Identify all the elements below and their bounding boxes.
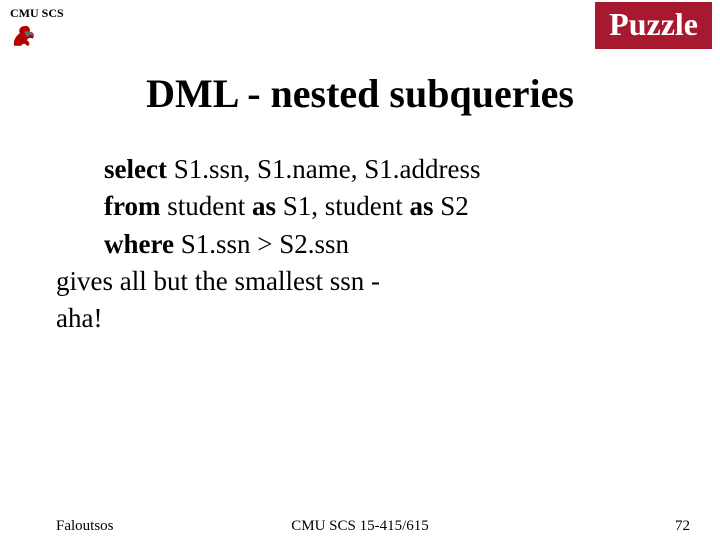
- select-columns: S1.ssn, S1.name, S1.address: [167, 154, 481, 184]
- org-label: CMU SCS: [10, 6, 64, 21]
- note-line-2: aha!: [56, 300, 680, 337]
- footer-author: Faloutsos: [56, 518, 114, 535]
- sql-select-line: select S1.ssn, S1.name, S1.address: [56, 151, 680, 188]
- where-condition: S1.ssn > S2.ssn: [174, 229, 349, 259]
- badge-text: Puzzle: [609, 6, 698, 42]
- slide-title: DML - nested subqueries: [0, 70, 720, 117]
- sql-where-line: where S1.ssn > S2.ssn: [56, 226, 680, 263]
- as-keyword-1: as: [252, 191, 276, 221]
- puzzle-badge: Puzzle: [595, 2, 712, 49]
- footer-page-number: 72: [675, 518, 690, 535]
- slide-header: CMU SCS Puzzle: [0, 0, 720, 52]
- from-part2: S1, student: [276, 191, 410, 221]
- as-keyword-2: as: [410, 191, 434, 221]
- from-part1: student: [160, 191, 252, 221]
- griffin-logo-icon: [10, 22, 38, 50]
- where-keyword: where: [104, 229, 174, 259]
- note-line-1: gives all but the smallest ssn -: [56, 263, 680, 300]
- from-keyword: from: [104, 191, 160, 221]
- from-part3: S2: [434, 191, 469, 221]
- sql-from-line: from student as S1, student as S2: [56, 188, 680, 225]
- footer-course: CMU SCS 15-415/615: [291, 518, 429, 535]
- select-keyword: select: [104, 154, 167, 184]
- slide-body: select S1.ssn, S1.name, S1.address from …: [0, 151, 720, 337]
- griffin-body: [14, 26, 34, 46]
